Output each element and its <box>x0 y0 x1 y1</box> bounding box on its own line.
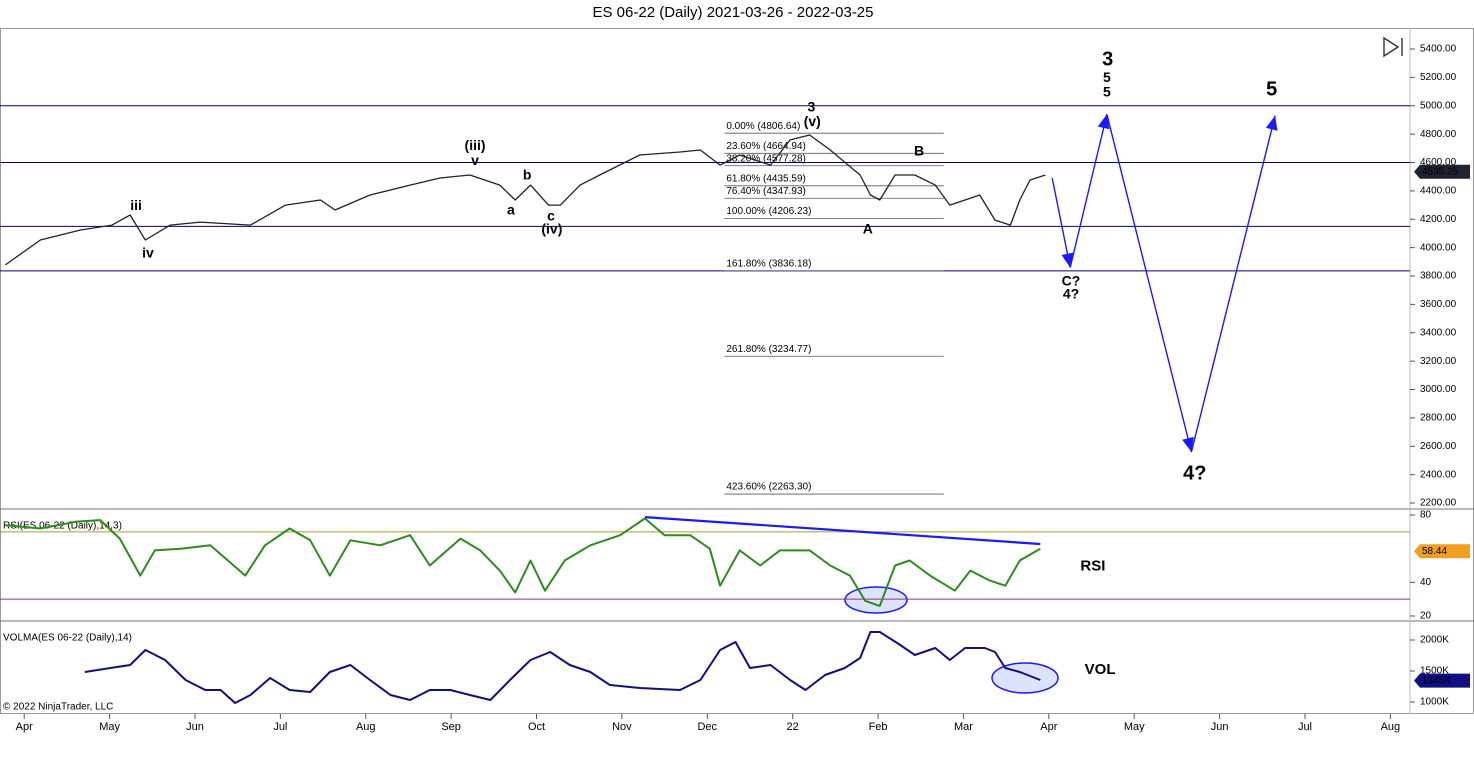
x-tick-label: Apr <box>1040 721 1057 733</box>
y-tick-label: 3800.00 <box>1420 271 1457 282</box>
annotation: 3 <box>808 99 816 115</box>
series-line <box>5 517 1041 607</box>
x-tick-label: Jun <box>1211 721 1229 733</box>
panel-title: RSI(ES 06-22 (Daily),14,3) <box>3 521 122 532</box>
y-tick-label: 3200.00 <box>1420 356 1457 367</box>
y-tick-label: 1500K <box>1420 666 1449 677</box>
y-tick-label: 2000K <box>1420 635 1449 646</box>
icon-play[interactable] <box>1383 36 1400 58</box>
x-tick-label: Jul <box>1298 721 1312 733</box>
annotation: a <box>507 202 515 218</box>
y-tick-label: 20 <box>1420 611 1432 622</box>
annotation: RSI <box>1080 557 1105 574</box>
annotation: (iv) <box>541 221 562 237</box>
x-tick-label: Oct <box>528 721 545 733</box>
y-tick-label: 2800.00 <box>1420 413 1457 424</box>
y-tick-label: 4800.00 <box>1420 129 1457 140</box>
x-tick-label: Dec <box>697 721 717 733</box>
panel-title: VOLMA(ES 06-22 (Daily),14) <box>3 633 132 644</box>
y-tick-label: 5200.00 <box>1420 72 1457 83</box>
projection-line <box>644 516 1041 546</box>
y-tick-label: 2600.00 <box>1420 441 1457 452</box>
last-value-tag <box>1414 544 1470 559</box>
annotation: (v) <box>804 113 821 129</box>
annotation: v <box>471 152 479 168</box>
last-value-label: 1345K <box>1422 675 1451 686</box>
fib-label: 100.00% (4206.23) <box>726 206 811 217</box>
credit: © 2022 NinjaTrader, LLC <box>3 702 113 713</box>
y-tick-label: 3000.00 <box>1420 384 1457 395</box>
x-tick-label: Jun <box>186 721 204 733</box>
y-tick-label: 3600.00 <box>1420 299 1457 310</box>
y-tick-label: 2400.00 <box>1420 469 1457 480</box>
annotation: iii <box>130 197 142 213</box>
x-tick-label: Mar <box>954 721 973 733</box>
chart-title: ES 06-22 (Daily) 2021-03-26 - 2022-03-25 <box>593 4 874 21</box>
panel: 2200.00 2400.00 2600.00 2800.00 3000.00 3200.… <box>0 44 1470 509</box>
x-tick-label: Nov <box>612 721 632 733</box>
fib-label: 161.80% (3836.18) <box>726 259 811 270</box>
last-value-label: 58.44 <box>1422 546 1447 557</box>
annotation: A <box>863 221 873 237</box>
fib-label: 61.80% (4435.59) <box>726 173 806 184</box>
x-tick-label: Aug <box>356 721 376 733</box>
y-tick-label: 5000.00 <box>1420 100 1457 111</box>
y-tick-label: 4400.00 <box>1420 186 1457 197</box>
annotation: 4? <box>1063 286 1079 302</box>
last-value-tag <box>1414 673 1470 688</box>
y-tick-label: 4600.00 <box>1420 157 1457 168</box>
arrowhead <box>1097 114 1110 130</box>
x-tick-label: May <box>99 721 120 733</box>
fib-label: 0.00% (4806.64) <box>726 121 800 132</box>
annotation: C? <box>1062 273 1081 289</box>
y-tick-label: 2200.00 <box>1420 498 1457 509</box>
annotation: 4? <box>1183 462 1206 484</box>
highlight-ellipse <box>991 662 1059 694</box>
x-tick-label: Feb <box>869 721 888 733</box>
last-value-tag <box>1414 164 1470 179</box>
annotation: b <box>523 167 532 183</box>
annotation: VOL <box>1085 661 1116 678</box>
x-tick-label: May <box>1124 721 1145 733</box>
x-tick-label: Apr <box>16 721 33 733</box>
toolbar-icon[interactable] <box>1383 36 1403 58</box>
last-value-label: 4535.25 <box>1422 166 1459 177</box>
arrowhead <box>1061 252 1074 268</box>
fib-label: 23.60% (4664.94) <box>726 141 806 152</box>
arrowhead <box>1182 436 1194 452</box>
highlight-ellipse <box>844 586 908 614</box>
y-tick-label: 40 <box>1420 577 1432 588</box>
y-tick-label: 4200.00 <box>1420 214 1457 225</box>
fib-label: 76.40% (4347.93) <box>726 186 806 197</box>
annotation: 3 <box>1102 48 1113 70</box>
panel: 1000K 1500K 2000K VOLMA(ES 06-22 (Daily),14… <box>3 631 1470 713</box>
annotation: 5 <box>1103 84 1111 100</box>
panel: 20 40 80 RSI(ES 06-22 (Daily),14,3) RSI 58.44 <box>0 510 1470 622</box>
fib-label: 38.20% (4577.28) <box>726 153 806 164</box>
annotation: iv <box>142 245 154 261</box>
arrowhead <box>1265 115 1278 131</box>
y-tick-label: 4000.00 <box>1420 242 1457 253</box>
series-line <box>84 631 1041 704</box>
annotation: B <box>914 143 924 159</box>
x-tick-label: Sep <box>441 721 461 733</box>
y-tick-label: 3400.00 <box>1420 327 1457 338</box>
annotation: 5 <box>1266 78 1277 100</box>
series-line <box>5 134 1046 266</box>
x-tick-label: 22 <box>787 721 799 733</box>
fib-label: 423.60% (2263.30) <box>726 482 811 493</box>
annotation: c <box>547 208 555 224</box>
fib-label: 261.80% (3234.77) <box>726 344 811 355</box>
annotation: (iii) <box>465 137 486 153</box>
y-tick-label: 80 <box>1420 510 1432 521</box>
x-tick-label: Jul <box>273 721 287 733</box>
y-tick-label: 1000K <box>1420 697 1449 708</box>
x-tick-label: Aug <box>1381 721 1401 733</box>
y-tick-label: 5400.00 <box>1420 44 1457 55</box>
annotation: 5 <box>1103 69 1111 85</box>
